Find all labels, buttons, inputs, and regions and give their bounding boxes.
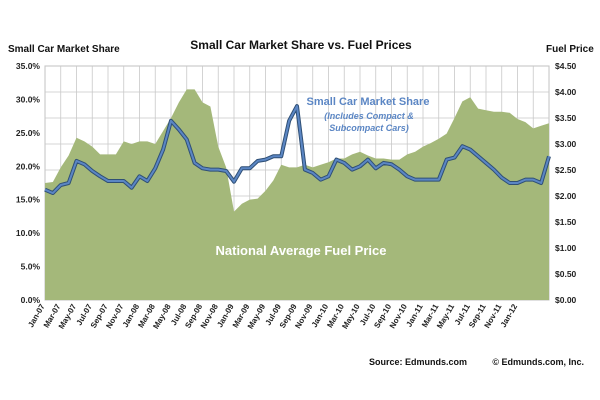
right-tick-label: $3.50 [555,113,577,123]
right-tick-label: $0.00 [555,295,577,305]
left-tick-label: 30.0% [16,94,41,104]
x-axis: Jan-07Mar-07May-07Jul-07Sep-07Nov-07Jan-… [26,302,519,330]
share-annotation-line2: Subcompact Cars) [329,123,409,133]
right-axis-label: Fuel Price [546,44,594,55]
copyright-credit: © Edmunds.com, Inc. [492,357,584,367]
right-tick-label: $1.50 [555,217,577,227]
share-annotation-line1: (Includes Compact & [324,111,414,121]
fuel-price-area [45,89,549,301]
share-annotation-title: Small Car Market Share [307,96,430,108]
left-tick-label: 15.0% [16,195,41,205]
right-tick-label: $0.50 [555,269,577,279]
left-axis: 0.0% 5.0% 10.0% 15.0% 20.0% 25.0% 30.0% 35.0% [16,61,41,305]
market-share-line [44,105,550,195]
right-tick-label: $2.00 [555,191,577,201]
right-tick-label: $4.50 [555,61,577,71]
left-axis-label: Small Car Market Share [8,44,120,55]
left-tick-label: 35.0% [16,61,41,71]
fuel-price-area-layer [45,89,549,301]
left-tick-label: 5.0% [21,262,41,272]
left-tick-label: 10.0% [16,228,41,238]
right-tick-label: $4.00 [555,87,577,97]
right-tick-label: $3.00 [555,139,577,149]
market-share-line-layer [44,104,551,196]
fuel-area-label: National Average Fuel Price [216,243,387,258]
right-axis: $0.00 $0.50 $1.00 $1.50 $2.00 $2.50 $3.00 $3.50… [555,61,577,305]
source-credit: Source: Edmunds.com [369,357,467,367]
left-tick-label: 0.0% [21,295,41,305]
left-tick-label: 20.0% [16,161,41,171]
left-tick-label: 25.0% [16,128,41,138]
right-tick-label: $2.50 [555,165,577,175]
right-tick-label: $1.00 [555,243,577,253]
chart-title: Small Car Market Share vs. Fuel Prices [190,38,412,52]
